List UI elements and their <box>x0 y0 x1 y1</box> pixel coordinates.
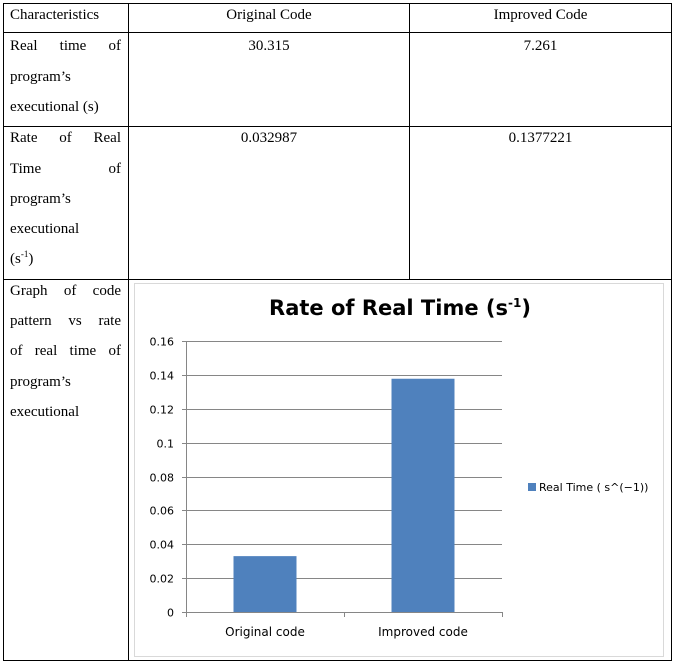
bar <box>391 378 455 612</box>
chart-title-close: ) <box>521 296 531 320</box>
word: of <box>63 283 77 299</box>
row2-original-value: 0.032987 <box>240 130 298 146</box>
unit-close: ) <box>28 251 34 267</box>
x-category-label: Original code <box>225 625 305 639</box>
row1-label-line: program’s <box>10 69 71 85</box>
x-category-label: Improved code <box>378 625 468 639</box>
word: of <box>59 130 72 146</box>
table-border-bottom <box>3 660 672 661</box>
table-border-left <box>3 3 4 661</box>
row3-label-line: program’s <box>10 374 71 390</box>
header-original-code: Original Code <box>226 7 312 23</box>
unit-superscript: -1 <box>20 249 29 259</box>
table-col-divider <box>128 3 129 661</box>
word: time <box>69 343 97 359</box>
word: Real <box>93 130 122 146</box>
word: vs <box>68 313 82 329</box>
header-improved-code: Improved Code <box>493 7 588 23</box>
y-tick-label: 0.08 <box>150 472 175 485</box>
chart-title-superscript: -1 <box>508 296 522 310</box>
row2-label-line: executional <box>10 221 80 237</box>
table-row-divider <box>3 32 672 33</box>
y-tick-label: 0.02 <box>150 573 175 586</box>
word: Graph <box>10 283 48 299</box>
row2-label-line: program’s <box>10 191 71 207</box>
row2-label-line: Rate of Real <box>10 131 121 146</box>
row2-label-line: Time of <box>10 162 121 177</box>
row1-label-line: executional (s) <box>10 99 99 115</box>
row3-label-line: executional <box>10 404 80 420</box>
word: of <box>108 38 121 54</box>
table-border-top <box>3 3 672 4</box>
word: rate <box>98 313 121 329</box>
header-characteristics: Characteristics <box>10 7 100 23</box>
chart-container: Rate of Real Time (s-1) 0 0.02 0.04 0.06 0.0… <box>134 283 664 657</box>
word: of <box>10 343 23 359</box>
row2-label-unit: (s-1) <box>10 249 34 267</box>
bar <box>233 556 297 612</box>
word: Time <box>10 161 42 177</box>
word: Real <box>10 38 38 54</box>
table-border-right <box>671 3 672 661</box>
chart-title: Rate of Real Time (s-1) <box>135 296 665 320</box>
word: time <box>59 38 87 54</box>
table-row-divider <box>3 126 672 127</box>
y-tick-label: 0.14 <box>150 370 175 383</box>
row1-improved-value: 7.261 <box>523 38 558 54</box>
word: of <box>108 343 122 359</box>
row3-label-line: Graph of code <box>10 284 121 299</box>
row3-label-line: of real time of <box>10 344 121 359</box>
y-tick-label: 0 <box>167 607 174 620</box>
y-tick-label: 0.1 <box>157 438 175 451</box>
word: code <box>92 283 121 299</box>
word: pattern <box>10 313 52 329</box>
y-tick-label: 0.04 <box>150 539 175 552</box>
bar-chart: 0 0.02 0.04 0.06 0.08 0.1 0.12 0.14 0.16 Original… <box>150 336 649 640</box>
legend-swatch <box>528 483 536 491</box>
y-tick-label: 0.16 <box>150 336 175 349</box>
legend-label: Real Time ( s^(−1)) <box>539 481 648 494</box>
table-col-divider <box>409 3 410 280</box>
y-tick-label: 0.06 <box>150 505 175 518</box>
unit-text: (s <box>10 251 21 267</box>
row2-improved-value: 0.1377221 <box>508 130 573 146</box>
row3-label-line: pattern vs rate <box>10 314 121 329</box>
chart-title-text: Rate of Real Time (s <box>269 296 508 320</box>
word: Rate <box>10 130 38 146</box>
y-tick-label: 0.12 <box>150 404 175 417</box>
row1-original-value: 30.315 <box>248 38 290 54</box>
word: real <box>34 343 58 359</box>
row1-label-line: Real time of <box>10 39 121 54</box>
table-row-divider <box>3 279 672 280</box>
word: of <box>108 161 122 177</box>
